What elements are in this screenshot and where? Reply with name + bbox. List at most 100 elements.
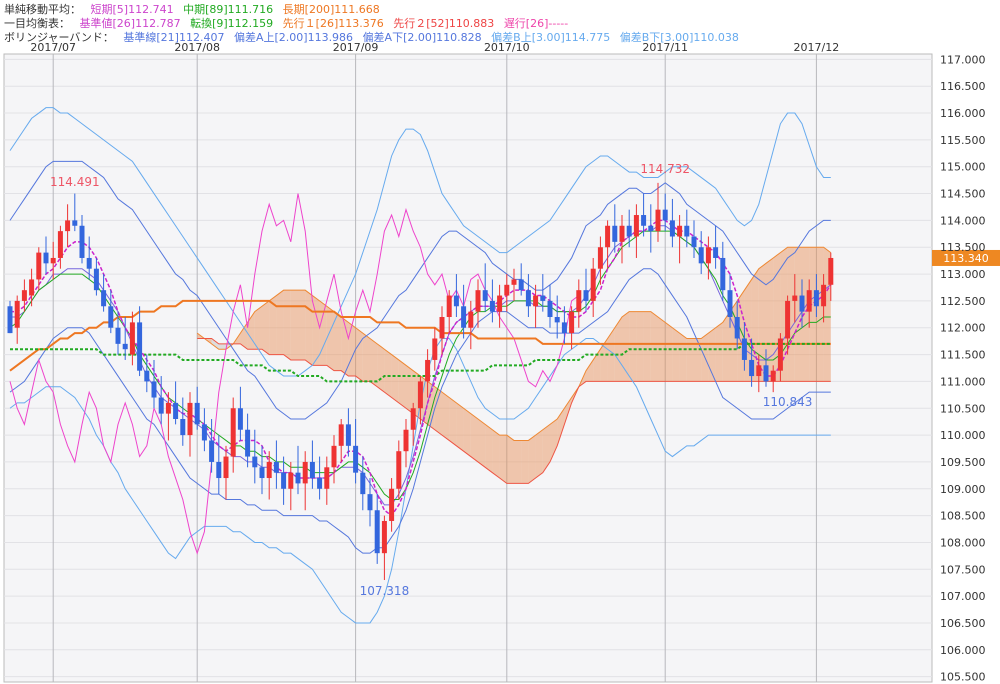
y-tick-label: 107.000 [940,590,986,603]
candle-body [252,456,258,468]
legend-bb-b-upper: 偏差B上[3.00]114.775 [491,31,611,44]
y-tick-label: 108.000 [940,536,986,549]
bb-a-upper-line [9,160,831,420]
x-month-label: 2017/07 [30,41,76,54]
y-tick-label: 110.500 [940,402,986,415]
candle-body [180,418,186,436]
legend-bollinger: ボリンジャーバンド： 基準線[21]112.407 偏差A上[2.00]113.… [4,31,745,45]
y-tick-label: 117.000 [940,53,986,66]
candle-body [57,231,63,258]
candle-body [641,215,647,226]
cloud-segment [391,354,399,403]
candle-body [461,306,467,328]
candle-body [518,279,524,291]
price-annotation: 114.491 [50,175,100,189]
cloud-segment [787,247,795,382]
cloud-segment [694,338,702,382]
y-tick-label: 113.000 [940,268,986,281]
candle-body [813,290,819,307]
cloud-segment [636,311,644,382]
y-axis: 117.000 116.500 116.000 115.500 115.000 114.5… [940,53,986,683]
cloud-segment [758,263,766,382]
candle-body [583,290,589,301]
cloud-segment [370,338,378,387]
last-price-badge [932,249,1000,266]
y-tick-label: 111.000 [940,375,986,388]
candle-body [101,290,107,307]
cloud-segment [305,290,313,366]
cloud-segment [802,247,810,382]
cloud-segment [485,424,493,473]
cloud-segment [766,257,774,382]
candle-body [288,472,294,489]
candle-body [381,520,387,554]
cloud-segment [298,290,306,360]
candle-body [259,467,265,479]
candle-body [504,284,510,296]
cloud-segment [254,306,262,350]
y-tick-label: 108.500 [940,510,986,523]
candle-body [691,236,697,248]
cloud-segment [492,429,500,479]
legend-sma-title: 単純移動平均： [4,3,81,16]
candle-body [417,381,423,409]
y-tick-label: 109.500 [940,456,986,469]
candle-body [338,424,344,446]
candle-body [72,220,78,226]
candle-body [194,402,200,425]
legend-bb-a-upper: 偏差A上[2.00]113.986 [233,31,354,44]
candle-body [137,322,143,371]
candle-body [497,295,503,312]
candle-body [129,322,135,355]
cloud-segment [463,408,471,457]
cloud-segment [672,327,680,382]
candle-body [396,451,402,489]
bb-a-lower-line [9,268,831,554]
candle-body [295,472,301,484]
candle-body [86,257,92,269]
candle-body [367,494,373,511]
x-axis: 2017/07 2017/08 2017/09 2017/10 2017/11 2017/… [30,41,839,54]
ichimoku-cloud [197,247,831,484]
cloud-segment [290,290,298,360]
candle-body [705,247,711,264]
candle-body [662,209,668,221]
legend-tenkan: 転換[9]112.159 [190,17,274,30]
cloud-segment [240,322,248,350]
legend-senkou-b: 先行２[52]110.883 [393,17,495,30]
sma-long-line [9,299,831,372]
candle-body [79,225,85,258]
cloud-segment [334,311,342,371]
chart-labels: 114.491 107.318 114.732 110.843 113.340 [50,162,1000,598]
cloud-segment [377,343,385,393]
cloud-segment [269,295,277,355]
cloud-segment [312,295,320,366]
candle-body [317,478,323,489]
x-month-label: 2017/11 [642,41,688,54]
candle-body [309,461,315,479]
candle-body [756,365,762,377]
candle-body [727,290,733,318]
cloud-segment [262,300,270,355]
candle-body [453,295,459,307]
y-tick-label: 106.000 [940,644,986,657]
candle-body [115,327,121,344]
candle-body [734,317,740,339]
cloud-segment [715,322,723,382]
cloud-segment [406,365,414,414]
candle-body [302,461,308,484]
cloud-segment [276,290,284,355]
y-tick-label: 105.500 [940,671,986,684]
cloud-segment [650,311,658,382]
cloud-segment [593,349,601,382]
candle-body [828,257,834,285]
candle-body [770,370,776,382]
candle-body [331,445,337,468]
cloud-segment [679,333,687,382]
cloud-segment [708,327,716,382]
cloud-segment [643,311,651,382]
candle-body [605,225,611,248]
candle-body [590,268,596,301]
cloud-segment [809,247,817,382]
